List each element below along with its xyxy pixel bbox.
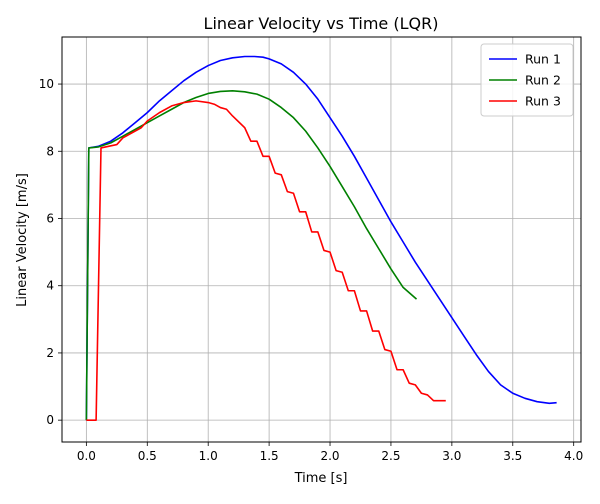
x-tick-label: 3.5: [503, 449, 522, 463]
x-tick-label: 2.5: [381, 449, 400, 463]
y-axis-label: Linear Velocity [m/s]: [15, 173, 30, 307]
legend: Run 1 Run 2 Run 3: [480, 43, 574, 117]
plot-frame: [61, 36, 582, 443]
x-tick-label: 0.5: [138, 449, 157, 463]
x-axis-label: Time [s]: [294, 471, 348, 486]
x-tick-label: 3.0: [442, 449, 461, 463]
y-tick-label: 8: [46, 144, 54, 158]
x-tick-label: 0.0: [77, 449, 96, 463]
legend-box: [480, 43, 574, 117]
y-tick-label: 10: [39, 77, 54, 91]
y-axis-ticks: 0 2 4 6 8 10: [39, 77, 62, 427]
x-tick-label: 1.0: [199, 449, 218, 463]
series-line-run-3: [86, 100, 446, 421]
series-line-run-1: [85, 55, 557, 421]
legend-label: Run 2: [525, 73, 561, 88]
y-tick-label: 6: [46, 211, 54, 225]
x-tick-label: 2.0: [320, 449, 339, 463]
x-tick-label: 4.0: [564, 449, 583, 463]
legend-label: Run 3: [525, 94, 561, 109]
chart-title: Linear Velocity vs Time (LQR): [204, 14, 439, 33]
series-layer: [85, 55, 557, 421]
legend-label: Run 1: [525, 52, 561, 67]
y-tick-label: 0: [46, 413, 54, 427]
y-tick-label: 2: [46, 346, 54, 360]
x-tick-label: 1.5: [260, 449, 279, 463]
y-tick-label: 4: [46, 279, 54, 293]
axes: [61, 36, 582, 443]
series-line-run-2: [85, 89, 418, 421]
x-axis-ticks: 0.0 0.5 1.0 1.5 2.0 2.5 3.0 3.5 4.0: [77, 442, 583, 463]
